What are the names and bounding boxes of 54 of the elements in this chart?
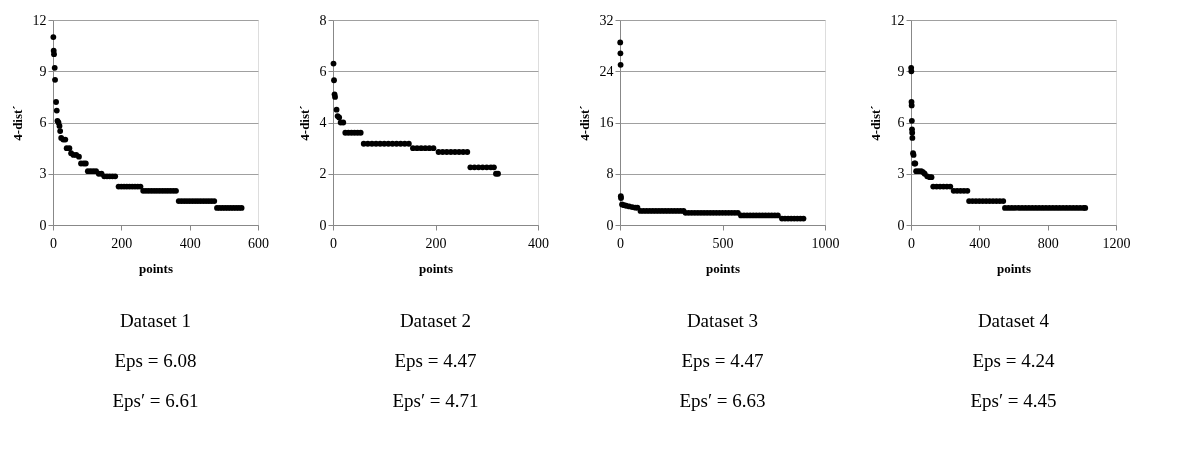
text: Eps = 4.47 [394, 350, 477, 371]
y-axis-title: 4-dist´ [576, 105, 592, 141]
x-tick-label: 200 [425, 235, 447, 251]
y-tick-label: 6 [319, 63, 327, 79]
x-tick-label: 600 [248, 235, 269, 251]
y-tick-label: 0 [319, 217, 327, 233]
y-tick-label: 8 [606, 166, 614, 182]
x-tick-label: 0 [617, 235, 624, 251]
y-axis-title: 4-dist´ [9, 105, 25, 141]
y-tick-label: 12 [890, 12, 905, 28]
x-tick-label: 1200 [1102, 235, 1131, 251]
y-axis-title: 4-dist´ [296, 105, 312, 141]
text: Eps′ = 4.71 [392, 390, 479, 411]
y-tick-label: 4 [319, 115, 327, 130]
x-tick-label: 400 [528, 235, 549, 251]
x-tick-label: 0 [330, 235, 337, 251]
text: Dataset 1 [119, 310, 192, 331]
y-tick-label: 32 [599, 12, 614, 28]
y-tick-label: 0 [606, 217, 614, 233]
x-tick-label: 500 [712, 235, 734, 251]
y-tick-label: 3 [897, 166, 905, 182]
y-tick-label: 6 [897, 115, 905, 130]
y-tick-label: 9 [39, 63, 47, 79]
x-axis-title: points [997, 260, 1031, 276]
y-tick-label: 9 [897, 63, 905, 79]
text: Eps′ = 6.63 [679, 390, 766, 411]
text: Eps′ = 6.61 [112, 390, 199, 411]
y-tick-label: 0 [39, 217, 47, 233]
text: Eps = 6.08 [114, 350, 197, 371]
x-tick-label: 200 [111, 235, 133, 251]
x-axis-title: points [139, 260, 173, 276]
x-tick-label: 800 [1037, 235, 1059, 251]
text: Eps′ = 4.45 [970, 390, 1057, 411]
x-axis-title: points [706, 260, 740, 276]
y-tick-label: 8 [319, 12, 327, 28]
text: Dataset 4 [977, 310, 1050, 331]
x-axis-title: points [419, 260, 453, 276]
text: Eps = 4.47 [681, 350, 764, 371]
y-axis-title: 4-dist´ [867, 105, 883, 141]
x-tick-label: 0 [908, 235, 915, 251]
text: Dataset 2 [399, 310, 472, 331]
y-tick-label: 0 [897, 217, 905, 233]
y-tick-label: 2 [319, 166, 327, 182]
y-tick-label: 24 [599, 63, 614, 79]
x-tick-label: 1000 [811, 235, 840, 251]
y-tick-label: 3 [39, 166, 47, 182]
y-tick-label: 12 [32, 12, 47, 28]
x-tick-label: 0 [50, 235, 57, 251]
text: Eps = 4.24 [972, 350, 1055, 371]
y-tick-label: 6 [39, 115, 47, 130]
text: Dataset 3 [686, 310, 759, 331]
y-tick-label: 16 [599, 115, 614, 130]
x-tick-label: 400 [969, 235, 991, 251]
x-tick-label: 400 [179, 235, 201, 251]
